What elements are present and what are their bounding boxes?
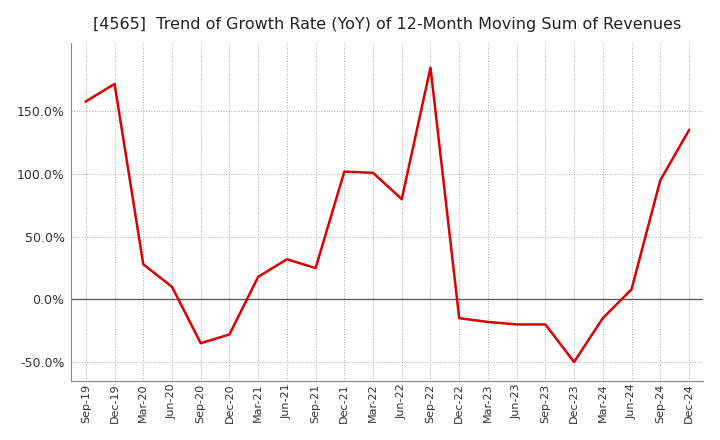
Title: [4565]  Trend of Growth Rate (YoY) of 12-Month Moving Sum of Revenues: [4565] Trend of Growth Rate (YoY) of 12-…: [94, 17, 682, 32]
